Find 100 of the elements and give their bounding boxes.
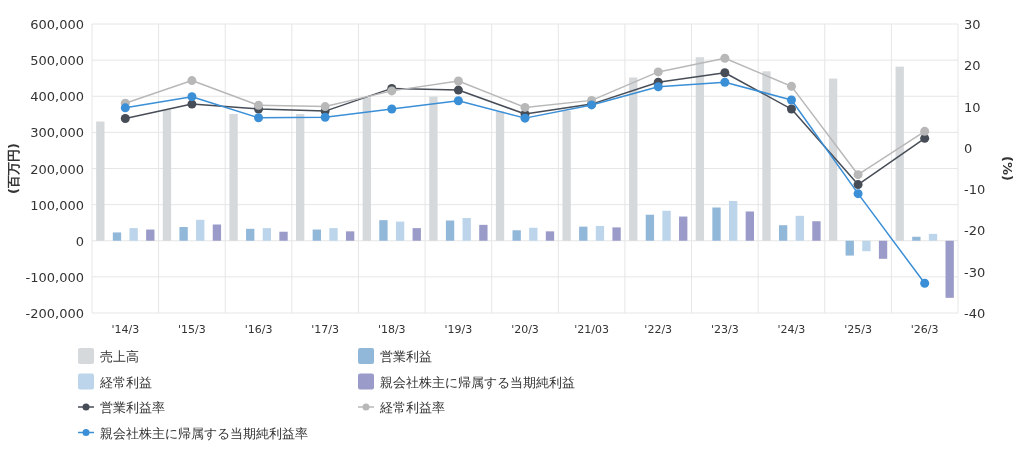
point [520,102,530,112]
bar [362,97,371,241]
bar [445,220,455,241]
bar [379,220,388,241]
bar [96,121,105,241]
point [120,103,130,113]
bar [762,71,771,241]
bar [612,227,621,241]
bar [179,227,188,241]
bar [229,113,238,241]
bar [729,201,738,241]
bar [246,228,255,241]
point [187,76,197,86]
y-tick-label: 200,000 [30,161,84,177]
bar [795,215,804,241]
legend-label: 営業利益 [380,349,432,364]
point [920,126,930,136]
bar [745,211,754,241]
point [786,104,796,114]
x-tick-label: '18/3 [377,323,406,336]
bar [429,96,438,241]
y-tick-label: 300,000 [30,125,84,141]
y2-tick-label: -10 [964,182,986,198]
point [320,112,330,122]
x-tick-label: '24/3 [777,323,806,336]
point [653,67,663,77]
y-tick-label: 400,000 [30,89,84,105]
bar [679,216,688,241]
point [254,100,264,110]
bar [279,231,288,241]
bar [329,228,338,241]
bar [845,240,854,256]
x-tick-label: '19/3 [444,323,473,336]
bar [196,219,205,241]
x-tick-label: '21/03 [574,323,609,336]
legend-label: 経常利益率 [379,400,445,415]
bar [129,228,138,241]
bar [928,233,938,241]
legend-label: 経常利益 [99,374,152,390]
point [720,53,730,63]
bar [162,109,172,241]
y-tick-label: 0 [75,233,84,249]
legend-label: 営業利益率 [100,400,165,415]
y2-tick-label: -20 [964,223,986,239]
y2-axis-title: (%) [1000,156,1015,181]
y-axis-title: (百万円) [6,143,21,194]
y2-tick-label: -40 [964,306,986,321]
bar [645,214,655,241]
y2-tick-label: 20 [964,58,981,74]
bar [579,226,588,241]
x-tick-label: '16/3 [244,323,273,336]
point [453,85,463,95]
bar [112,232,122,241]
point [653,82,663,92]
bar [495,111,505,241]
y2-tick-label: 0 [964,140,973,156]
x-tick-label: '17/3 [311,323,340,336]
x-tick-label: '15/3 [178,323,206,336]
point [520,113,530,123]
bar [146,229,155,241]
y-tick-label: -200,000 [25,306,84,321]
bar [878,240,888,259]
y2-tick-label: 10 [964,99,981,115]
bar [212,224,222,241]
x-tick-label: '25/3 [844,323,872,336]
x-tick-label: '20/3 [511,323,539,336]
bar [262,228,272,241]
bar [828,78,838,241]
bar [529,227,538,241]
bar [312,229,321,241]
point [720,68,730,78]
bar [912,236,921,241]
y-tick-label: 600,000 [30,17,84,32]
bar [712,207,721,241]
y2-tick-label: -30 [964,264,986,280]
point [786,81,796,91]
legend-label: 親会社株主に帰属する当期純利益率 [100,425,308,441]
point [120,114,130,124]
point [254,113,264,123]
point [320,102,330,112]
bar [479,224,488,241]
bar [895,66,904,241]
bar [778,225,788,241]
bar [545,231,555,241]
point [453,76,463,86]
y-tick-label: 100,000 [30,197,84,213]
bar [812,221,821,241]
bar [662,210,671,241]
point [853,180,863,190]
legend-label: 親会社株主に帰属する当期純利益 [380,374,575,390]
point [853,189,863,199]
bar [395,221,405,241]
x-tick-label: '22/3 [644,323,673,336]
x-tick-label: '26/3 [910,323,939,336]
bar [695,57,705,241]
point [920,278,930,288]
bar [562,110,571,241]
point [387,104,397,114]
bar [296,113,305,241]
bar [629,77,638,241]
